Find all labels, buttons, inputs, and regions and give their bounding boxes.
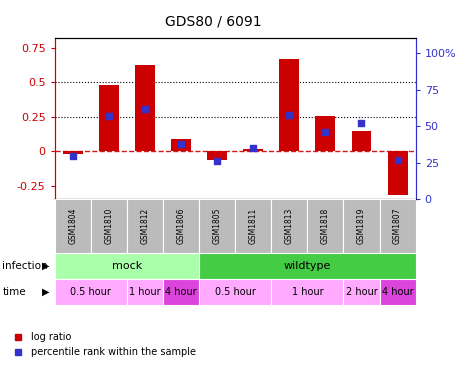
Bar bbox=[343, 279, 380, 305]
Text: 4 hour: 4 hour bbox=[165, 287, 197, 297]
Bar bbox=[127, 279, 163, 305]
Bar bbox=[352, 131, 371, 151]
Bar bbox=[199, 279, 271, 305]
Bar bbox=[91, 199, 127, 253]
Bar bbox=[380, 199, 416, 253]
Bar bbox=[307, 199, 343, 253]
Text: 0.5 hour: 0.5 hour bbox=[70, 287, 111, 297]
Text: ▶: ▶ bbox=[42, 261, 49, 271]
Bar bbox=[63, 151, 83, 154]
Bar bbox=[279, 59, 299, 151]
Bar bbox=[127, 199, 163, 253]
Text: 1 hour: 1 hour bbox=[129, 287, 161, 297]
Bar bbox=[343, 199, 380, 253]
Bar bbox=[388, 151, 408, 195]
Point bbox=[249, 145, 257, 151]
Text: GSM1818: GSM1818 bbox=[321, 208, 330, 244]
Text: mock: mock bbox=[112, 261, 142, 271]
Bar bbox=[163, 199, 199, 253]
Text: GSM1819: GSM1819 bbox=[357, 208, 366, 244]
Point bbox=[105, 113, 113, 119]
Point bbox=[285, 112, 293, 117]
Text: 0.5 hour: 0.5 hour bbox=[215, 287, 256, 297]
Bar bbox=[199, 253, 416, 279]
Bar bbox=[55, 199, 91, 253]
Text: wildtype: wildtype bbox=[284, 261, 331, 271]
Text: infection: infection bbox=[2, 261, 48, 271]
Text: GDS80 / 6091: GDS80 / 6091 bbox=[165, 15, 262, 29]
Bar bbox=[235, 199, 271, 253]
Point bbox=[69, 153, 76, 158]
Text: GSM1810: GSM1810 bbox=[104, 208, 113, 244]
Bar bbox=[271, 199, 307, 253]
Point bbox=[177, 141, 185, 147]
Bar bbox=[55, 253, 199, 279]
Bar bbox=[380, 279, 416, 305]
Point bbox=[394, 157, 401, 163]
Point bbox=[141, 106, 149, 112]
Bar bbox=[199, 199, 235, 253]
Bar bbox=[163, 279, 199, 305]
Text: time: time bbox=[2, 287, 26, 297]
Bar bbox=[171, 139, 191, 151]
Point bbox=[322, 129, 329, 135]
Text: GSM1813: GSM1813 bbox=[285, 208, 294, 244]
Text: GSM1805: GSM1805 bbox=[213, 208, 221, 244]
Point bbox=[358, 120, 365, 126]
Text: GSM1804: GSM1804 bbox=[68, 208, 77, 244]
Legend: log ratio, percentile rank within the sample: log ratio, percentile rank within the sa… bbox=[10, 329, 200, 361]
Point bbox=[213, 158, 221, 164]
Bar bbox=[271, 279, 343, 305]
Text: GSM1807: GSM1807 bbox=[393, 208, 402, 244]
Bar bbox=[135, 64, 155, 151]
Bar bbox=[207, 151, 227, 160]
Bar bbox=[99, 85, 119, 151]
Text: 4 hour: 4 hour bbox=[382, 287, 413, 297]
Text: 1 hour: 1 hour bbox=[292, 287, 323, 297]
Text: GSM1811: GSM1811 bbox=[249, 208, 257, 244]
Text: 2 hour: 2 hour bbox=[346, 287, 377, 297]
Bar bbox=[55, 279, 127, 305]
Text: GSM1806: GSM1806 bbox=[177, 208, 185, 244]
Text: GSM1812: GSM1812 bbox=[141, 208, 149, 244]
Bar bbox=[315, 116, 335, 151]
Bar bbox=[243, 149, 263, 151]
Text: ▶: ▶ bbox=[42, 287, 49, 297]
